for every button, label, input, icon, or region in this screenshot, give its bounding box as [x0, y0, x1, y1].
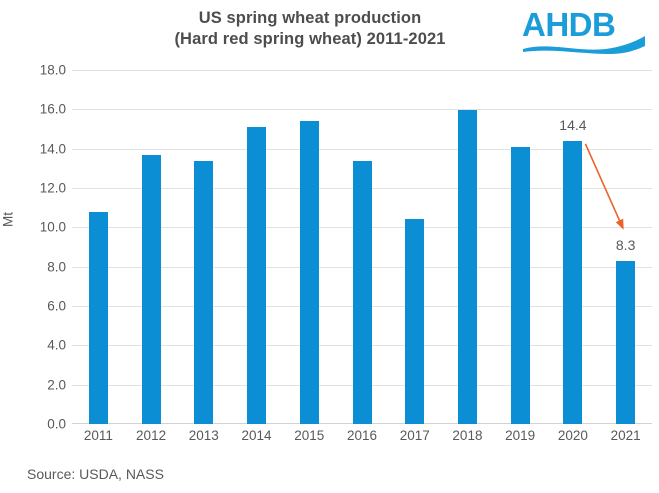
- bar-2015[interactable]: [299, 121, 319, 424]
- y-axis-tick-label: 16.0: [39, 101, 66, 117]
- x-axis-tick-label-2020: 2020: [557, 428, 588, 443]
- x-axis-tick-label-2012: 2012: [136, 428, 167, 443]
- x-axis-tick-label-2017: 2017: [399, 428, 430, 443]
- bar-2017[interactable]: [405, 219, 425, 424]
- gridline: [72, 148, 652, 150]
- plot-area: [72, 70, 652, 424]
- y-axis-tick-label: 14.0: [39, 141, 66, 157]
- y-axis-tick-label: 0.0: [47, 416, 66, 432]
- bar-2011[interactable]: [88, 211, 108, 424]
- ahdb-logo-wave-icon: [523, 36, 645, 54]
- ahdb-logo-text: AHDB: [522, 6, 615, 43]
- x-axis-tick-label-2015: 2015: [294, 428, 325, 443]
- bar-2018[interactable]: [457, 110, 477, 424]
- bar-2021[interactable]: [616, 260, 636, 424]
- x-axis-tick-label-2011: 2011: [83, 428, 113, 443]
- chart-title-line-1: US spring wheat production: [198, 9, 422, 27]
- source-note: Source: USDA, NASS: [27, 466, 164, 482]
- bar-2019[interactable]: [510, 146, 530, 424]
- y-axis-tick-label: 8.0: [47, 259, 66, 275]
- x-axis: 2011 2012 2013 2014 2015 2016 2017 2018 2019 2020…: [72, 428, 652, 450]
- y-axis-tick-label: 6.0: [47, 298, 66, 314]
- data-label-2020: 14.4: [559, 116, 587, 133]
- y-axis-tick-label: 4.0: [47, 337, 66, 353]
- bar-2014[interactable]: [247, 127, 267, 424]
- x-axis-tick-label-2016: 2016: [346, 428, 378, 443]
- gridline: [72, 70, 652, 71]
- bar-2013[interactable]: [194, 161, 214, 424]
- chart-title: US spring wheat production (Hard red spr…: [110, 8, 510, 50]
- x-axis-tick-label-2019: 2019: [505, 428, 536, 443]
- x-axis-tick-label-2021: 2021: [610, 428, 641, 443]
- y-axis-tick-label: 2.0: [47, 377, 66, 393]
- y-axis-title: Mt: [0, 212, 16, 227]
- bar-2012[interactable]: [141, 154, 161, 424]
- y-axis-tick-label: 10.0: [39, 219, 66, 235]
- gridline: [72, 109, 652, 111]
- bar-2016[interactable]: [352, 161, 372, 424]
- y-axis: 0.0 2.0 4.0 6.0 8.0 10.0 12.0 14.0 16.0 18.0: [16, 63, 66, 432]
- data-label-2021: 8.3: [615, 236, 636, 253]
- y-axis-tick-label: 12.0: [39, 180, 66, 196]
- y-axis-tick-label: 18.0: [39, 62, 66, 78]
- x-axis-tick-label-2018: 2018: [452, 428, 483, 443]
- x-axis-tick-label-2013: 2013: [188, 428, 219, 443]
- chart-title-line-2: (Hard red spring wheat) 2011-2021: [174, 30, 446, 48]
- ahdb-logo: AHDB: [520, 4, 648, 54]
- bar-2020[interactable]: [563, 140, 583, 424]
- x-axis-tick-label-2014: 2014: [241, 428, 272, 443]
